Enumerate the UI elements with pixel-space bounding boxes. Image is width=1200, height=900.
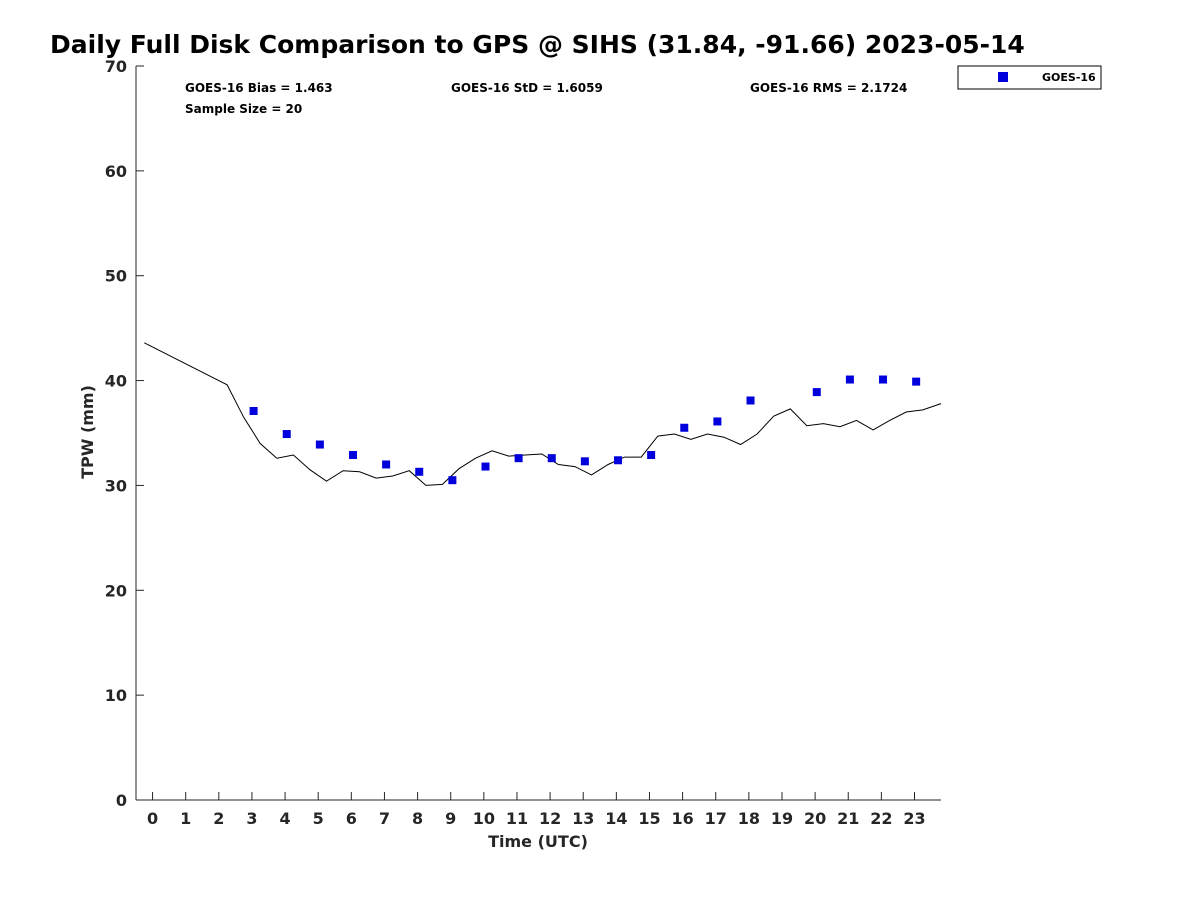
x-tick-label: 14	[605, 809, 627, 828]
goes16-point	[812, 388, 821, 397]
x-tick-label: 3	[246, 809, 257, 828]
x-tick-label: 19	[771, 809, 793, 828]
x-tick-label: 15	[638, 809, 660, 828]
goes16-point	[282, 430, 291, 439]
y-axis-label: TPW (mm)	[78, 385, 97, 479]
x-axis-label: Time (UTC)	[488, 832, 588, 851]
goes16-point	[713, 417, 722, 426]
goes16-point	[315, 440, 324, 449]
goes16-point	[415, 467, 424, 476]
y-tick-label: 0	[116, 791, 127, 810]
x-tick-label: 1	[180, 809, 191, 828]
goes16-point	[448, 476, 457, 485]
y-tick-label: 10	[105, 686, 127, 705]
x-tick-label: 20	[804, 809, 826, 828]
goes16-point	[514, 454, 523, 463]
chart-title: Daily Full Disk Comparison to GPS @ SIHS…	[50, 30, 1025, 59]
x-tick-label: 18	[738, 809, 760, 828]
legend-box	[957, 65, 1102, 90]
goes16-point	[382, 460, 391, 469]
y-tick-label: 30	[105, 476, 127, 495]
goes16-point	[879, 375, 888, 384]
gps-tpw-line	[144, 342, 942, 486]
std-label: GOES-16 StD = 1.6059	[451, 81, 603, 95]
legend: GOES-16	[957, 65, 1102, 90]
x-tick-label: 4	[280, 809, 291, 828]
goes16-point	[746, 396, 755, 405]
goes16-point	[912, 377, 921, 386]
x-tick-label: 11	[506, 809, 528, 828]
legend-label-goes16: GOES-16	[1042, 71, 1096, 84]
bias-label: GOES-16 Bias = 1.463	[185, 81, 333, 95]
goes16-points-layer	[249, 375, 921, 485]
x-tick-label: 16	[671, 809, 693, 828]
goes16-point	[348, 451, 357, 460]
x-tick-label: 23	[903, 809, 925, 828]
goes16-point	[481, 462, 490, 471]
x-tick-label: 7	[379, 809, 390, 828]
goes16-point	[580, 457, 589, 466]
x-tick-label: 10	[473, 809, 495, 828]
x-tick-label: 8	[412, 809, 423, 828]
y-tick-label: 40	[105, 372, 127, 391]
gps-line-layer	[144, 342, 942, 486]
goes16-point	[647, 451, 656, 460]
x-tick-label: 21	[837, 809, 859, 828]
goes16-point	[547, 454, 556, 463]
y-tick-label: 60	[105, 162, 127, 181]
goes16-point	[614, 456, 623, 465]
sample-size-label: Sample Size = 20	[185, 102, 302, 116]
goes16-point	[680, 423, 689, 432]
y-tick-label: 50	[105, 267, 127, 286]
x-tick-label: 5	[313, 809, 324, 828]
x-tick-label: 17	[705, 809, 727, 828]
x-tick-label: 0	[147, 809, 158, 828]
x-tick-label: 9	[445, 809, 456, 828]
x-tick-label: 12	[539, 809, 561, 828]
x-tick-label: 22	[870, 809, 892, 828]
stats-annotations: GOES-16 Bias = 1.463 GOES-16 StD = 1.605…	[185, 81, 907, 116]
goes16-point	[249, 406, 258, 415]
x-tick-label: 2	[213, 809, 224, 828]
legend-marker-goes16	[998, 72, 1008, 82]
goes16-point	[845, 375, 854, 384]
y-tick-label: 20	[105, 581, 127, 600]
y-tick-label: 70	[105, 57, 127, 76]
x-tick-label: 6	[346, 809, 357, 828]
x-tick-label: 13	[572, 809, 594, 828]
rms-label: GOES-16 RMS = 2.1724	[750, 81, 907, 95]
